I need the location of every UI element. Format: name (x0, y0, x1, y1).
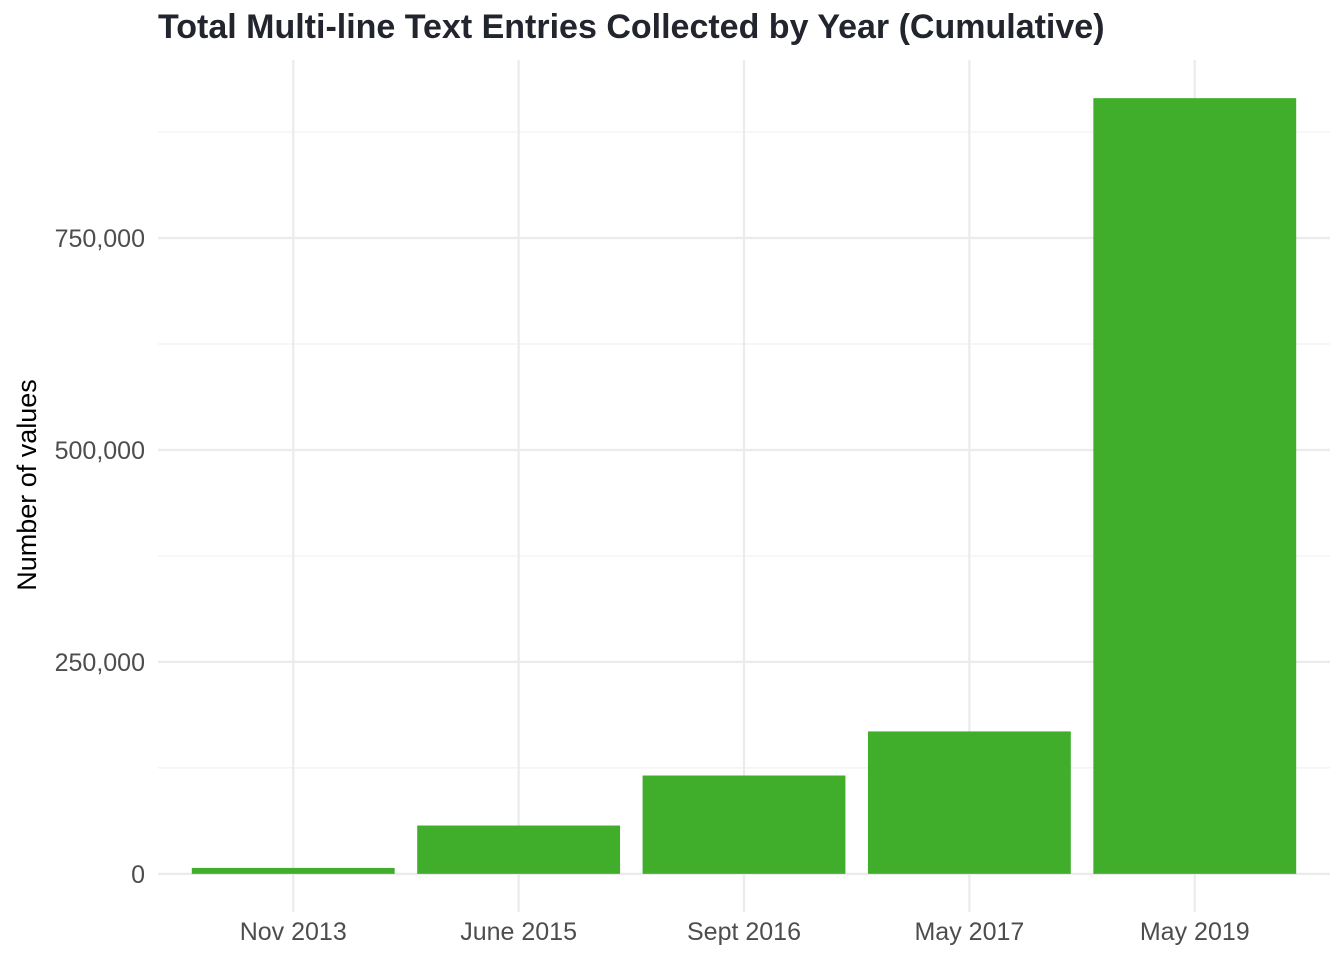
x-tick-label: May 2019 (1140, 918, 1250, 946)
y-tick-label: 500,000 (55, 437, 145, 465)
bar-june-2015 (417, 825, 621, 874)
y-tick-label: 750,000 (55, 225, 145, 253)
x-tick-label: May 2017 (914, 918, 1024, 946)
x-axis-tick-labels: Nov 2013 June 2015 Sept 2016 May 2017 May 20… (240, 918, 1250, 946)
x-tick-label: June 2015 (460, 918, 577, 946)
bars (191, 98, 1297, 874)
bar-nov-2013 (191, 867, 395, 874)
chart-title: Total Multi-line Text Entries Collected … (158, 8, 1105, 46)
y-tick-label: 0 (131, 861, 145, 889)
y-axis-tick-labels: 0 250,000 500,000 750,000 (55, 225, 145, 889)
bar-may-2017 (867, 731, 1071, 874)
y-axis-title: Number of values (12, 379, 42, 591)
bar-sept-2016 (642, 775, 846, 874)
y-tick-label: 250,000 (55, 649, 145, 677)
x-tick-label: Sept 2016 (687, 918, 801, 946)
bar-may-2019 (1093, 98, 1297, 874)
x-tick-label: Nov 2013 (240, 918, 347, 946)
